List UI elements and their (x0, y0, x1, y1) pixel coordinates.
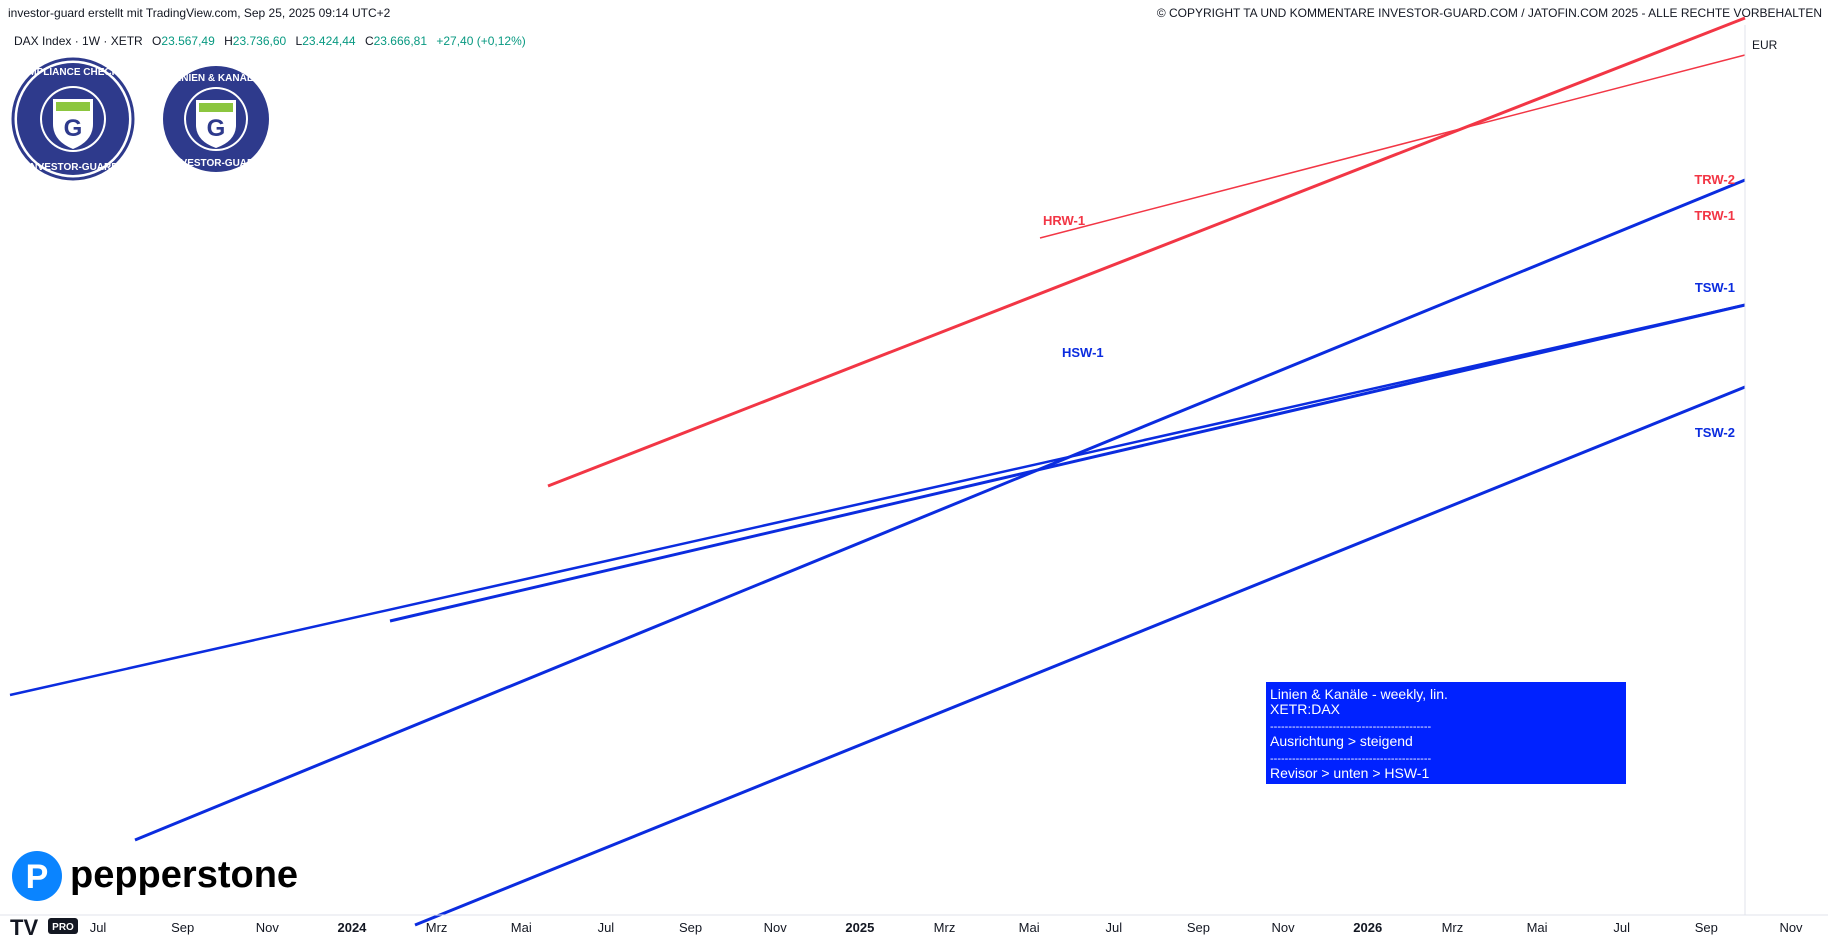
level-name: HRW-1 (1043, 213, 1085, 228)
level-name: TRW-1 (1694, 208, 1735, 223)
low-value: 23.424,44 (302, 34, 356, 48)
level-name: HSW-1 (1062, 345, 1104, 360)
info-box-line1: Linien & Kanäle - weekly, lin. (1270, 686, 1448, 702)
time-axis: Jul Sep Nov 2024 Mrz Mai Jul Sep Nov 2025 Mrz Mai Ju… (0, 914, 1828, 935)
change-value: +27,40 (+0,12%) (436, 34, 526, 48)
currency-label: EUR (1752, 38, 1778, 52)
level-name: TSW-1 (1695, 280, 1735, 295)
compliance-badge-bottom: INVESTOR-GUARD (28, 162, 119, 173)
compliance-badge: COMPLIANCE CHECKED INVESTOR-GUARD G (11, 57, 135, 181)
x-tick-label: Sep (1695, 920, 1718, 935)
broker-logo-mark: P (26, 858, 49, 896)
close-value: 23.666,81 (373, 34, 428, 48)
x-tick-label: Nov (1779, 920, 1803, 935)
x-tick-label: 2024 (337, 920, 367, 935)
x-tick-label: Sep (171, 920, 194, 935)
info-box-line4: Revisor > unten > HSW-1 (1270, 765, 1429, 781)
price-axis-bg (1745, 25, 1828, 915)
tv-badge: PRO (52, 922, 74, 933)
x-tick-label: Mrz (426, 920, 448, 935)
trend-resistance-upper (1039, 54, 1746, 239)
high-label: H (224, 34, 233, 48)
info-box-line3: Ausrichtung > steigend (1270, 733, 1413, 749)
symbol-name: DAX Index · 1W · XETR (14, 34, 143, 48)
level-name: TRW-2 (1694, 172, 1735, 187)
symbol-legend: DAX Index · 1W · XETR O23.567,49 H23.736… (14, 34, 526, 48)
tradingview-logo: TV PRO (10, 915, 78, 937)
trend-support-lower (414, 385, 1746, 927)
high-value: 23.736,60 (232, 34, 287, 48)
x-tick-label: Mrz (934, 920, 956, 935)
x-tick-label: Jul (1105, 920, 1122, 935)
broker-logo: P pepperstone (12, 851, 298, 901)
x-tick-label: 2025 (845, 920, 874, 935)
tv-mark: TV (10, 915, 38, 937)
x-tick-label: Sep (1187, 920, 1210, 935)
info-box-sep2: ----------------------------------------… (1270, 753, 1432, 765)
info-box: Linien & Kanäle - weekly, lin. XETR:DAX … (1266, 682, 1626, 784)
close-label: C (364, 34, 374, 48)
x-tick-label: Nov (764, 920, 788, 935)
broker-name: pepperstone (70, 854, 298, 896)
copyright-note: © COPYRIGHT TA UND KOMMENTARE INVESTOR-G… (1156, 6, 1822, 20)
publisher-note: investor-guard erstellt mit TradingView.… (8, 6, 391, 20)
x-tick-label: Mai (511, 920, 532, 935)
trend-support-upper (134, 178, 1746, 842)
info-box-line2: XETR:DAX (1270, 701, 1341, 717)
x-tick-label: Jul (1613, 920, 1630, 935)
trend-support-mid (389, 303, 1746, 623)
compliance-badge-top: COMPLIANCE CHECKED (13, 67, 132, 78)
open-label: O (152, 34, 162, 48)
info-box-sep1: ----------------------------------------… (1270, 721, 1432, 733)
trend-support-long (9, 303, 1746, 697)
x-tick-label: Sep (679, 920, 702, 935)
x-tick-label: Nov (256, 920, 280, 935)
open-value: 23.567,49 (161, 34, 215, 48)
lines-badge-top: LINIEN & KANÄLE (172, 71, 260, 84)
trend-resistance-main (547, 16, 1746, 488)
x-tick-label: Mrz (1442, 920, 1464, 935)
x-tick-label: 2026 (1353, 920, 1382, 935)
level-name: TSW-2 (1695, 425, 1735, 440)
compliance-badge-letter: G (64, 115, 83, 142)
lines-channels-badge: LINIEN & KANÄLE INVESTOR-GUARD G (163, 66, 269, 172)
low-label: L (295, 34, 303, 48)
lines-badge-letter: G (207, 115, 226, 142)
price-axis: EUR16.000,0016.500,0017.000,0017.500,001… (1744, 25, 1828, 915)
x-tick-label: Jul (90, 920, 107, 935)
x-tick-label: Jul (598, 920, 615, 935)
x-tick-label: Mai (1019, 920, 1040, 935)
x-tick-label: Nov (1272, 920, 1296, 935)
lines-badge-bottom: INVESTOR-GUARD (171, 158, 262, 169)
trend-lines (9, 16, 1746, 927)
x-tick-label: Mai (1527, 920, 1548, 935)
